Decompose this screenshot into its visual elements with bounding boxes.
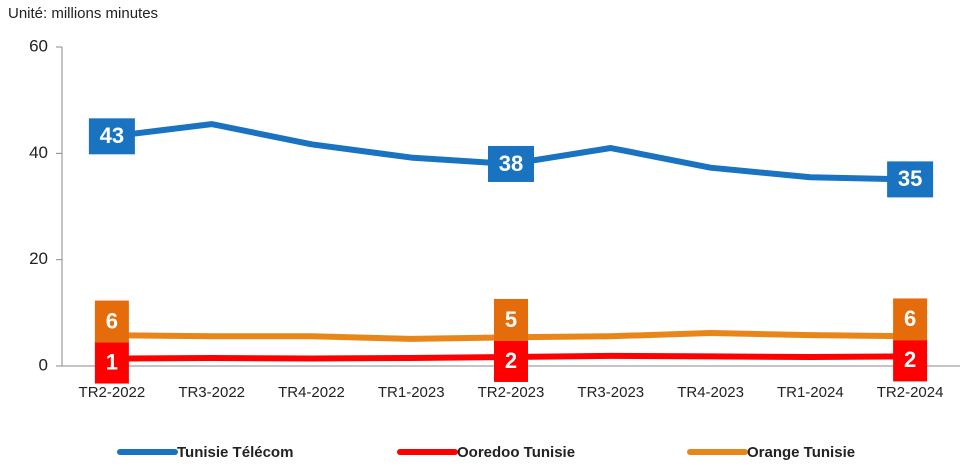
x-tick-label: TR2-2024 [877, 384, 944, 401]
y-tick-label: 40 [29, 143, 48, 162]
value-label: 6 [904, 306, 916, 331]
chart-subtitle: Unité: millions minutes [8, 5, 158, 22]
value-label-box [887, 161, 934, 198]
value-label-box [94, 300, 129, 343]
value-label-box [94, 341, 129, 384]
value-label-box [893, 298, 928, 341]
x-tick-label: TR2-2023 [478, 384, 545, 401]
y-tick-label: 20 [29, 249, 48, 268]
x-tick-label: TR3-2022 [178, 384, 245, 401]
value-label-box [494, 298, 528, 341]
value-label: 35 [898, 166, 922, 191]
value-label-box [893, 339, 928, 382]
legend-label: Tunisie Télécom [177, 444, 293, 461]
value-label: 5 [505, 307, 517, 332]
x-tick-label: TR2-2022 [79, 384, 146, 401]
value-label: 43 [100, 123, 124, 148]
legend-label: Ooredoo Tunisie [457, 444, 575, 461]
x-tick-label: TR1-2023 [378, 384, 445, 401]
x-tick-label: TR1-2024 [777, 384, 844, 401]
value-label: 2 [505, 348, 517, 373]
value-label-box [488, 145, 534, 182]
x-tick-label: TR4-2022 [278, 384, 345, 401]
legend-label: Orange Tunisie [747, 444, 855, 461]
value-label: 38 [499, 151, 523, 176]
value-label: 6 [106, 308, 118, 333]
y-tick-label: 0 [39, 355, 48, 374]
y-tick-label: 60 [29, 36, 48, 55]
x-tick-label: TR3-2023 [577, 384, 644, 401]
x-tick-label: TR4-2023 [677, 384, 744, 401]
value-label: 1 [106, 349, 118, 374]
value-label-box [88, 118, 135, 155]
value-label-box [494, 339, 528, 382]
value-label: 2 [904, 347, 916, 372]
